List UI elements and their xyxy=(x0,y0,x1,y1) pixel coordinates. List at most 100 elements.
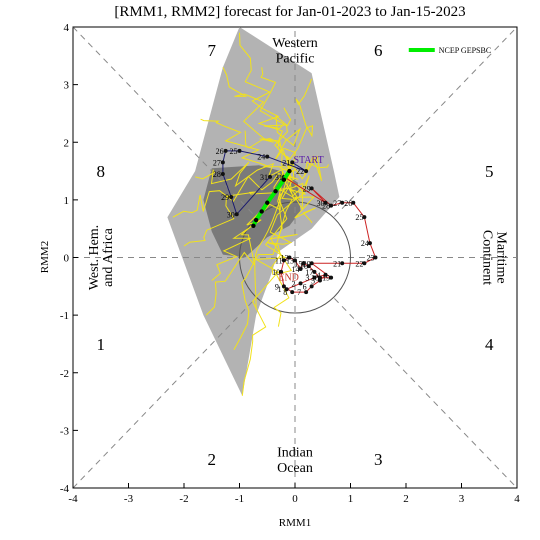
end-label: END xyxy=(278,273,299,284)
ensemble-member-line xyxy=(205,170,290,316)
phase-label: 3 xyxy=(374,450,383,469)
observed-point xyxy=(287,255,292,260)
lead-day-label: 30 xyxy=(227,210,235,219)
observed-day-label: 3 xyxy=(305,274,309,283)
lead-point xyxy=(220,160,225,165)
ensemble-member-line xyxy=(281,170,310,201)
y-tick-label: -1 xyxy=(60,310,69,322)
observed-point xyxy=(281,258,286,263)
observed-point xyxy=(309,261,314,266)
region-top-line1: Western xyxy=(272,36,318,51)
lead-day-label: 26 xyxy=(216,147,224,156)
ensemble-mean-point xyxy=(281,177,287,182)
observed-day-label: 10 xyxy=(272,268,280,277)
observed-point xyxy=(309,186,314,191)
lead-day-label: 24 xyxy=(257,153,265,162)
ensemble-mean-point xyxy=(273,189,278,194)
ensemble-mean-point xyxy=(259,209,264,214)
x-axis-label: RMM1 xyxy=(279,517,311,529)
start-label: START xyxy=(293,155,323,166)
observed-day-label: 23 xyxy=(366,254,374,263)
lead-point xyxy=(234,212,239,217)
observed-day-label: 17 xyxy=(305,268,313,277)
observed-point xyxy=(340,200,345,205)
y-tick-label: 0 xyxy=(64,253,70,265)
observed-point xyxy=(304,290,309,295)
y-tick-label: 4 xyxy=(64,22,70,34)
observed-day-label: 19 xyxy=(322,274,330,283)
observed-day-label: 22 xyxy=(355,259,363,268)
region-left-line2: and Africa xyxy=(101,227,116,286)
observed-day-label: 25 xyxy=(355,213,363,222)
y-axis-label: RMM2 xyxy=(39,241,51,273)
region-bottom-line2: Ocean xyxy=(277,461,313,476)
observed-day-label: 28 xyxy=(322,202,330,211)
phase-label: 6 xyxy=(374,41,383,60)
y-tick-label: -4 xyxy=(60,483,70,495)
lead-point xyxy=(290,160,295,165)
observed-point xyxy=(329,275,334,280)
x-tick-label: -4 xyxy=(68,493,78,505)
observed-point xyxy=(362,261,367,266)
observed-point xyxy=(281,284,286,289)
observed-day-label: 27 xyxy=(333,199,341,208)
observed-day-label: 5 xyxy=(311,277,315,286)
lead-point xyxy=(229,194,234,199)
lead-point xyxy=(237,148,242,153)
lead-point xyxy=(223,148,228,153)
y-tick-label: -3 xyxy=(60,425,70,437)
phase-label: 1 xyxy=(97,335,106,354)
observed-day-label: 2 xyxy=(292,279,296,288)
observed-point xyxy=(298,267,303,272)
observed-day-label: 26 xyxy=(344,199,352,208)
observed-point xyxy=(301,261,306,266)
observed-day-label: 9 xyxy=(275,282,279,291)
observed-point xyxy=(373,255,378,260)
x-tick-label: 3 xyxy=(459,493,465,505)
lead-point xyxy=(220,171,225,176)
observed-point xyxy=(284,287,289,292)
x-tick-label: 0 xyxy=(292,493,298,505)
x-tick-label: 4 xyxy=(514,493,520,505)
observed-day-label: 4 xyxy=(317,271,321,280)
observed-day-label: 6 xyxy=(303,282,307,291)
lead-day-label: 21 xyxy=(282,158,290,167)
x-tick-label: 2 xyxy=(403,493,409,505)
ensemble-member-line xyxy=(266,171,297,275)
ensemble-member-line xyxy=(259,67,291,172)
y-tick-label: 1 xyxy=(64,195,70,207)
phase-label: 8 xyxy=(97,162,106,181)
ensemble-member-line xyxy=(200,118,290,172)
observed-point xyxy=(290,290,295,295)
observed-day-label: 8 xyxy=(283,288,287,297)
y-tick-label: 3 xyxy=(64,80,70,92)
phase-label: 7 xyxy=(208,41,217,60)
lead-point xyxy=(265,154,270,159)
ensemble-member-line xyxy=(172,170,290,218)
observed-point xyxy=(306,264,311,269)
observed-point xyxy=(323,200,328,205)
observed-day-label: 30 xyxy=(317,199,325,208)
phase-label: 2 xyxy=(208,450,217,469)
observed-point xyxy=(329,203,334,208)
phase-label: 5 xyxy=(485,162,494,181)
y-tick-label: -2 xyxy=(60,368,69,380)
lead-day-label: 27 xyxy=(213,158,221,167)
observed-day-label: 24 xyxy=(361,239,369,248)
lead-point xyxy=(304,169,309,174)
ensemble-member-line xyxy=(254,170,290,310)
region-top-line2: Pacific xyxy=(276,52,315,67)
observed-day-label: 21 xyxy=(333,259,341,268)
lead-history-line xyxy=(222,150,307,216)
y-tick-label: 2 xyxy=(64,137,70,149)
legend-label: NCEP GEPSBC xyxy=(439,46,491,55)
observed-point xyxy=(312,275,317,280)
observed-point xyxy=(340,261,345,266)
observed-point xyxy=(298,281,303,286)
ensemble-mean-point xyxy=(287,168,292,174)
observed-day-label: 31 xyxy=(275,173,283,182)
ensemble-member-line xyxy=(183,170,290,247)
region-left-line1: West. Hem. xyxy=(87,225,102,290)
